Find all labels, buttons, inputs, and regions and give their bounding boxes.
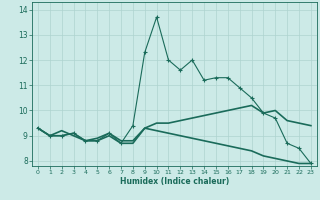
- X-axis label: Humidex (Indice chaleur): Humidex (Indice chaleur): [120, 177, 229, 186]
